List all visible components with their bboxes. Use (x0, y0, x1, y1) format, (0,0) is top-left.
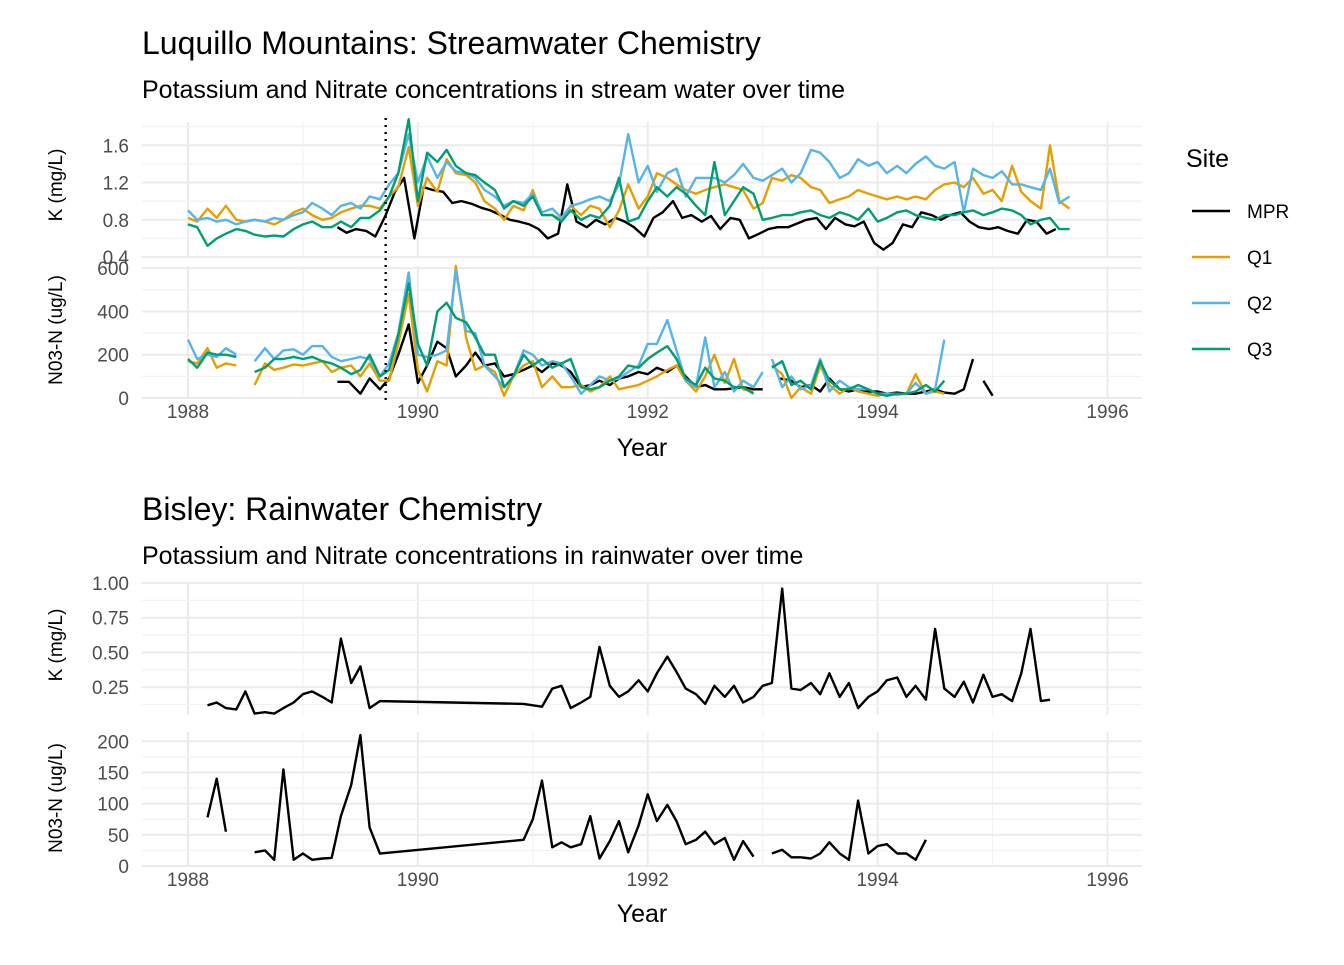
rainwater-x-ticks: 1988 1990 1992 1994 1996 (167, 870, 1129, 891)
rainwater-x-tick-label: 1994 (856, 870, 899, 891)
rainwater-x-tick-label: 1996 (1086, 870, 1128, 891)
streamwater-n-y-tick-label: 600 (97, 259, 129, 280)
streamwater-n-y-axis-label: N03-N (ug/L) (46, 275, 67, 385)
streamwater-title: Luquillo Mountains: Streamwater Chemistr… (142, 25, 761, 61)
streamwater-k-y-axis-label: K (mg/L) (46, 149, 67, 222)
streamwater-k-y-tick-label: 1.6 (103, 136, 129, 157)
streamwater-n-series-q1 (771, 364, 945, 400)
rainwater-n-y-tick-label: 0 (118, 857, 129, 878)
rainwater-title: Bisley: Rainwater Chemistry (142, 491, 542, 527)
streamwater-k-gridlines (142, 122, 1142, 258)
rainwater-k-y-tick-label: 0.50 (92, 643, 129, 664)
legend-title: Site (1186, 145, 1229, 173)
streamwater-n-y-tick-label: 400 (97, 302, 129, 323)
rainwater-n-y-tick-label: 150 (97, 764, 129, 785)
legend: Site MPR Q1 Q2 Q3 (1186, 145, 1289, 361)
streamwater-x-tick-label: 1996 (1086, 402, 1128, 423)
streamwater-n-series-q3 (254, 282, 755, 395)
rainwater-n-series-series (771, 799, 927, 861)
streamwater-x-ticks: 1988 1990 1992 1994 1996 (167, 402, 1129, 423)
streamwater-n-y-tick-label: 200 (97, 346, 129, 367)
rainwater-n-series-series (206, 777, 228, 832)
legend-label-q3: Q3 (1247, 340, 1272, 361)
streamwater-k-series-q3 (187, 118, 1070, 247)
streamwater-subtitle: Potassium and Nitrate concentrations in … (142, 76, 845, 104)
streamwater-k-y-tick-label: 0.4 (103, 248, 130, 269)
legend-label-q1: Q1 (1247, 248, 1272, 269)
streamwater-k-series-mpr (336, 176, 1057, 251)
rainwater-n-panel: 0 50 100 150 200 (97, 732, 1142, 878)
rainwater-k-y-tick-label: 0.25 (92, 678, 129, 699)
streamwater-k-panel: 0.4 0.8 1.2 1.6 (103, 118, 1142, 269)
streamwater-n-panel: 0 200 400 600 (97, 259, 1142, 410)
streamwater-n-series-q1 (253, 264, 754, 397)
streamwater-n-series-q2 (186, 339, 237, 361)
streamwater-n-y-tick-label: 0 (118, 389, 129, 410)
rainwater-n-y-tick-label: 50 (108, 826, 129, 847)
legend-label-q2: Q2 (1247, 294, 1272, 315)
legend-label-mpr: MPR (1247, 202, 1289, 223)
streamwater-x-axis-label: Year (617, 434, 668, 462)
rainwater-x-tick-label: 1992 (627, 870, 669, 891)
rainwater-x-axis-label: Year (617, 900, 668, 928)
streamwater-n-series-q2 (770, 339, 946, 395)
streamwater-k-y-tick-label: 0.8 (103, 211, 129, 232)
streamwater-n-series-mpr (982, 380, 994, 397)
streamwater-x-tick-label: 1994 (856, 402, 899, 423)
rainwater-subtitle: Potassium and Nitrate concentrations in … (142, 542, 803, 570)
rainwater-k-panel: 0.25 0.50 0.75 1.00 (92, 574, 1142, 715)
streamwater-n-series-q1 (187, 347, 237, 369)
streamwater-x-tick-label: 1988 (167, 402, 209, 423)
streamwater-k-series-q1 (187, 144, 1071, 229)
rainwater-n-y-tick-label: 100 (97, 795, 129, 816)
rainwater-n-y-axis-label: N03-N (ug/L) (46, 743, 67, 853)
streamwater-x-tick-label: 1992 (627, 402, 669, 423)
streamwater-k-series-q2 (187, 132, 1071, 226)
rainwater-n-gridlines (142, 732, 1142, 867)
rainwater-n-series-series (254, 733, 755, 861)
streamwater-n-series-q3 (771, 360, 946, 397)
rainwater-n-y-tick-label: 200 (97, 732, 129, 753)
rainwater-x-tick-label: 1990 (397, 870, 439, 891)
rainwater-k-y-tick-label: 0.75 (92, 609, 129, 630)
streamwater-x-tick-label: 1990 (397, 402, 439, 423)
rainwater-k-series-series (207, 587, 1051, 715)
rainwater-k-gridlines (142, 582, 1142, 715)
streamwater-n-series-q3 (187, 351, 237, 369)
rainwater-x-tick-label: 1988 (167, 870, 209, 891)
rainwater-k-y-axis-label: K (mg/L) (46, 609, 67, 682)
streamwater-k-y-tick-label: 1.2 (103, 174, 129, 195)
rainwater-k-y-tick-label: 1.00 (92, 574, 129, 595)
